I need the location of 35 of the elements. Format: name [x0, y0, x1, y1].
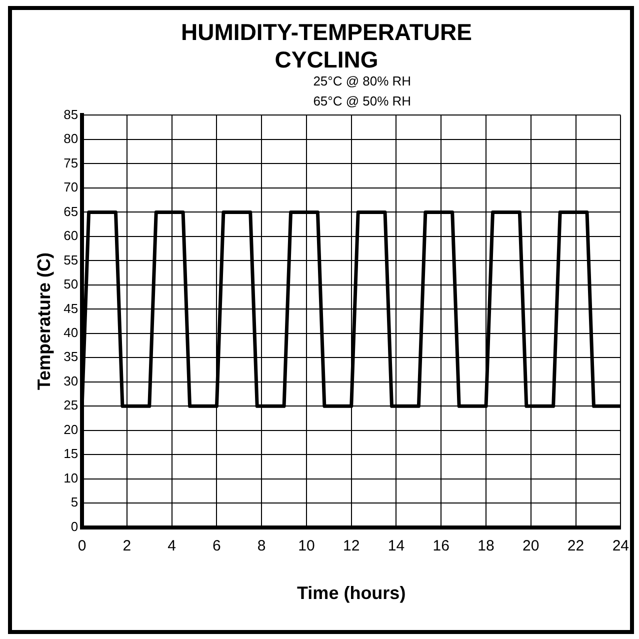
x-tick-label: 8: [257, 538, 266, 555]
x-axis-title: Time (hours): [297, 583, 406, 604]
y-tick-label: 15: [64, 446, 78, 462]
y-tick-label: 55: [64, 252, 78, 268]
y-tick-label: 5: [70, 494, 78, 510]
x-tick-label: 4: [168, 538, 176, 555]
x-tick-label: 6: [212, 538, 221, 555]
y-tick-label: 20: [64, 422, 78, 437]
x-tick-label: 2: [122, 538, 132, 555]
x-tick-label: 24: [612, 538, 629, 555]
y-tick-label: 60: [64, 228, 78, 244]
text: 25°C @ 80% RH: [313, 74, 412, 89]
y-tick-label: 30: [64, 373, 78, 388]
x-tick-label: 22: [567, 538, 584, 555]
x-tick-label: 16: [432, 538, 450, 555]
y-tick-label: 25: [64, 398, 78, 413]
text: 65°C @ 50% RH: [313, 94, 412, 109]
y-axis-title: Temperature (C): [34, 252, 54, 390]
y-tick-label: 50: [64, 276, 78, 292]
x-tick-label: 20: [522, 538, 540, 555]
y-tick-label: 75: [64, 155, 78, 170]
x-tick-label: 12: [343, 538, 360, 555]
y-tick-label: 0: [70, 518, 78, 534]
chart-title: HUMIDITY-TEMPERATURE CYCLING: [181, 19, 472, 73]
y-tick-label: 35: [64, 349, 78, 364]
y-tick-label: 45: [64, 300, 78, 316]
x-tick-label: 14: [388, 538, 405, 555]
y-tick-label: 65: [64, 204, 78, 219]
y-tick-label: 80: [64, 131, 78, 146]
x-tick-label: 10: [298, 538, 315, 555]
x-tick-label: 18: [478, 538, 494, 555]
y-tick-label: 40: [64, 325, 78, 340]
y-tick-label: 10: [64, 470, 78, 486]
y-tick-label: 70: [64, 180, 78, 195]
y-tick-label: 85: [64, 106, 78, 122]
